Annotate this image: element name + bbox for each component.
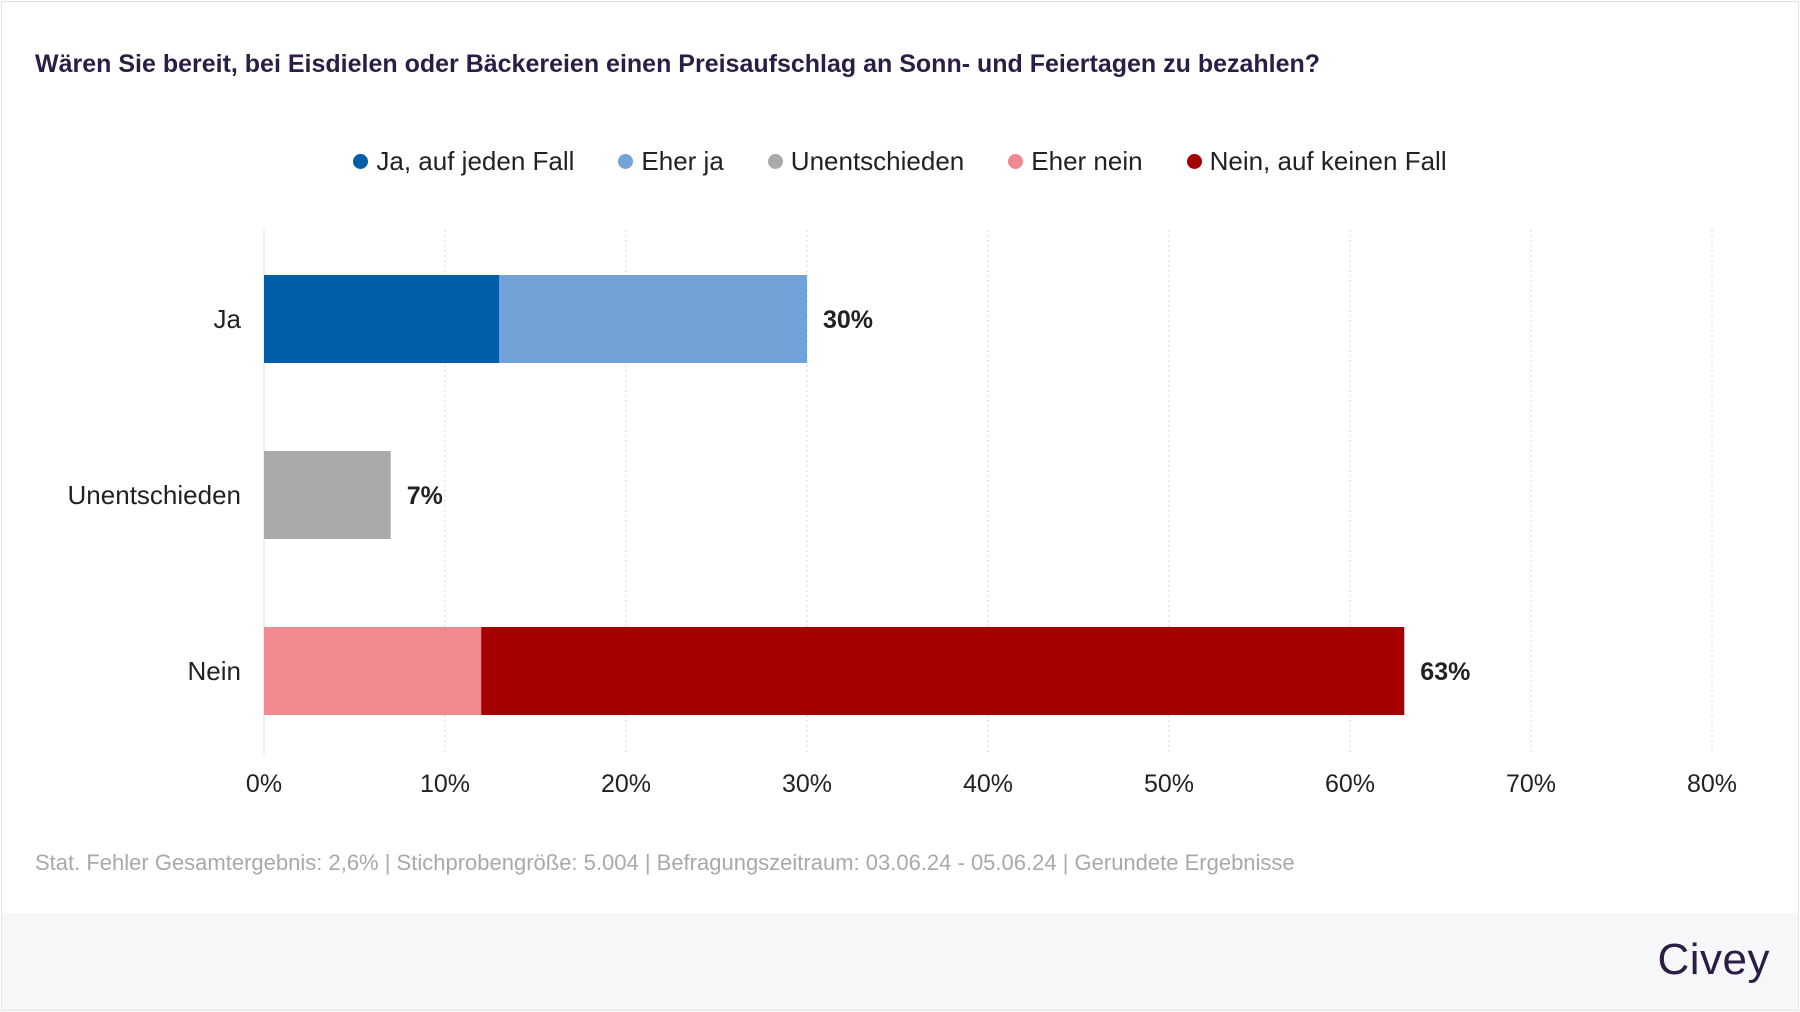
bar-segment [264,451,391,539]
category-label: Ja [214,304,242,334]
legend-item-unentschieden: Unentschieden [767,146,965,177]
legend-label: Ja, auf jeden Fall [376,146,575,176]
category-label: Unentschieden [68,480,241,510]
legend: Ja, auf jeden Fall Eher ja Unentschieden… [2,146,1798,177]
x-tick-label: 70% [1506,770,1556,798]
legend-item-ja-auf-jeden-fall: Ja, auf jeden Fall [353,146,574,177]
legend-dot [1008,154,1024,169]
footnote: Stat. Fehler Gesamtergebnis: 2,6% | Stic… [35,850,1295,875]
bar-total-label: 63% [1420,658,1470,686]
chart-title: Wären Sie bereit, bei Eisdielen oder Bäc… [35,50,1321,78]
legend-dot [353,154,369,169]
bar-segment [264,275,500,363]
legend-item-eher-nein: Eher nein [1008,146,1143,177]
legend-dot [1186,154,1202,169]
legend-item-eher-ja: Eher ja [618,146,724,177]
bar-total-label: 30% [823,306,873,334]
category-label: Nein [188,656,241,686]
legend-label: Unentschieden [790,146,965,176]
x-tick-label: 40% [963,770,1013,798]
x-tick-label: 0% [246,770,282,798]
legend-label: Eher nein [1031,146,1143,176]
bar-segment [264,627,482,715]
legend-label: Nein, auf keinen Fall [1209,146,1447,176]
legend-dot [618,154,634,169]
civey-logo: Civey [1657,935,1770,984]
bar-segment [481,627,1405,715]
x-tick-label: 10% [420,770,470,798]
legend-item-nein-auf-keinen-fall: Nein, auf keinen Fall [1186,146,1447,177]
bar-segment [499,275,807,363]
bar-total-label: 7% [407,482,443,510]
legend-dot [767,154,783,169]
bar-chart: 0% 10% 20% 30% 40% 50% 60% 70% 80% Ja 30% Unentschi… [68,230,1737,798]
x-tick-label: 80% [1687,770,1737,798]
footer: Civey [2,913,1798,1010]
legend-label: Eher ja [641,146,724,176]
x-tick-label: 20% [601,770,651,798]
x-tick-label: 50% [1144,770,1194,798]
x-tick-label: 60% [1325,770,1375,798]
x-tick-label: 30% [782,770,832,798]
